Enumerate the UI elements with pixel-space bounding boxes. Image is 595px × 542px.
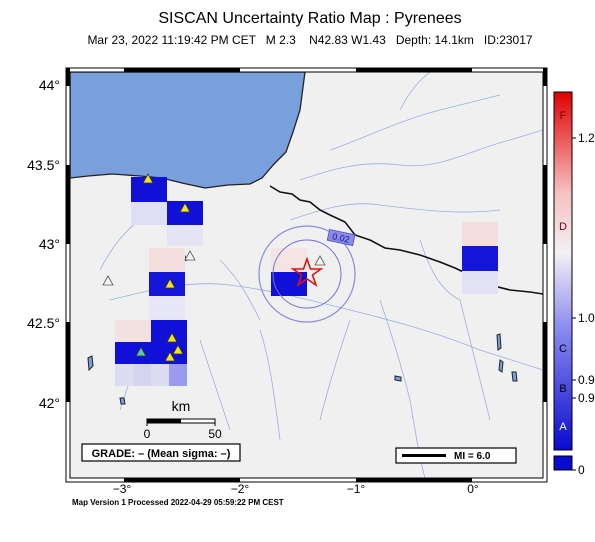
lat-tick-43: 43° <box>39 236 60 252</box>
colorbar-letter-d: D <box>559 221 567 233</box>
station-label: 0.02 <box>331 231 350 244</box>
station-triangle-icon <box>164 278 176 289</box>
lat-tick-labels: 44° 43.5° 43° 42.5° 42° <box>27 77 60 411</box>
station-triangle-icon <box>164 351 176 362</box>
lon-tick-labels: −3° −2° −1° 0° <box>113 482 479 496</box>
colorbar-value-1-0: 1.0 <box>578 311 595 325</box>
map-frame <box>65 67 548 483</box>
station-triangle-icon <box>102 275 114 286</box>
uncertainty-circle-inner <box>272 239 342 309</box>
lon-tick-m3: −3° <box>113 482 132 496</box>
colorbar-letter-c: C <box>559 343 567 355</box>
station-triangle-icon <box>142 173 154 184</box>
lat-tick-42-5: 42.5° <box>27 315 60 331</box>
station-triangle-icon <box>179 202 191 213</box>
uncertainty-circle-outer <box>258 225 356 323</box>
station-triangle-icon <box>135 346 147 357</box>
grade-box: GRADE: – (Mean sigma: –) <box>81 443 241 462</box>
epicenter-star-icon <box>290 256 324 287</box>
grade-text: GRADE: – (Mean sigma: –) <box>92 448 231 460</box>
colorbar-letter-a: A <box>559 421 567 433</box>
scale-bar: km 0 50 <box>144 398 222 441</box>
station-label-box: 0.02 <box>326 228 356 247</box>
colorbar-value-1-2: 1.2 <box>578 131 595 145</box>
lat-tick-43-5: 43.5° <box>27 157 60 173</box>
station-triangle-icon <box>172 344 184 355</box>
footer-version: Map Version 1 Processed 2022-04-29 05:59… <box>72 498 284 507</box>
scale-unit: km <box>172 398 191 414</box>
scale-tick-0: 0 <box>144 427 151 441</box>
colorbar-letter-b: B <box>559 383 566 395</box>
lat-tick-42: 42° <box>39 395 60 411</box>
colorbar-letter-f: F <box>560 110 567 122</box>
lat-tick-44: 44° <box>39 77 60 93</box>
lon-tick-m1: −1° <box>347 482 366 496</box>
colorbar-value-0: 0 <box>578 463 585 477</box>
station-triangle-icon <box>166 332 178 343</box>
lon-tick-m2: −2° <box>231 482 250 496</box>
map-area: 0.02 km 0 50 <box>70 72 543 478</box>
scale-tick-50: 50 <box>208 427 222 441</box>
mi-box: MI = 6.0 <box>395 447 517 464</box>
map-title: SISCAN Uncertainty Ratio Map : Pyrenees <box>158 10 462 27</box>
colorbar: F D C B A 1.2 1.0 0.9 0.9 0 <box>553 91 595 477</box>
station-triangle-icon <box>314 255 326 266</box>
lon-tick-0: 0° <box>467 482 479 496</box>
station-triangle-icon <box>184 250 196 261</box>
uncertainty-cells <box>115 177 498 386</box>
sea-bay-of-biscay <box>70 72 306 189</box>
colorbar-value-0-9a: 0.9 <box>578 373 595 387</box>
stations <box>102 173 326 362</box>
mi-text: MI = 6.0 <box>454 451 491 462</box>
rivers <box>99 72 543 478</box>
colorbar-value-0-9b: 0.9 <box>578 391 595 405</box>
event-subtitle: Mar 23, 2022 11:19:42 PM CET M 2.3 N42.8… <box>87 33 533 47</box>
